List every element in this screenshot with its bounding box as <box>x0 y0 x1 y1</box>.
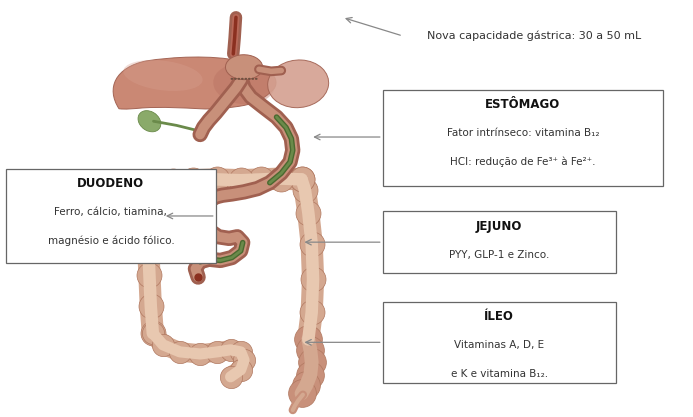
Ellipse shape <box>225 55 263 80</box>
FancyBboxPatch shape <box>6 169 216 263</box>
Text: ESTÔMAGO: ESTÔMAGO <box>485 98 561 111</box>
Ellipse shape <box>138 111 161 132</box>
Ellipse shape <box>245 78 247 80</box>
Text: PYY, GLP-1 e Zinco.: PYY, GLP-1 e Zinco. <box>449 250 550 260</box>
Ellipse shape <box>255 78 258 80</box>
FancyBboxPatch shape <box>383 90 663 186</box>
Ellipse shape <box>234 78 237 80</box>
Text: Vitaminas A, D, E: Vitaminas A, D, E <box>454 340 545 350</box>
FancyBboxPatch shape <box>383 211 616 273</box>
FancyBboxPatch shape <box>383 302 616 383</box>
Ellipse shape <box>241 78 244 80</box>
Text: ÍLEO: ÍLEO <box>484 310 514 323</box>
Text: magnésio e ácido fólico.: magnésio e ácido fólico. <box>48 236 174 246</box>
Ellipse shape <box>213 63 275 104</box>
Text: Ferro, cálcio, tiamina,: Ferro, cálcio, tiamina, <box>55 207 167 217</box>
Text: Nova capacidade gástrica: 30 a 50 mL: Nova capacidade gástrica: 30 a 50 mL <box>427 31 641 41</box>
Text: DUODENO: DUODENO <box>78 177 144 190</box>
Text: HCl: redução de Fe³⁺ à Fe²⁺.: HCl: redução de Fe³⁺ à Fe²⁺. <box>450 156 596 167</box>
Text: Fator intrínseco: vitamina B₁₂: Fator intrínseco: vitamina B₁₂ <box>447 128 599 138</box>
Text: e K e vitamina B₁₂.: e K e vitamina B₁₂. <box>450 369 548 379</box>
Ellipse shape <box>238 78 240 80</box>
Ellipse shape <box>231 78 234 80</box>
Ellipse shape <box>123 60 202 91</box>
Ellipse shape <box>267 60 328 108</box>
Ellipse shape <box>252 78 254 80</box>
PathPatch shape <box>113 57 276 109</box>
Ellipse shape <box>248 78 251 80</box>
Text: JEJUNO: JEJUNO <box>476 220 523 233</box>
